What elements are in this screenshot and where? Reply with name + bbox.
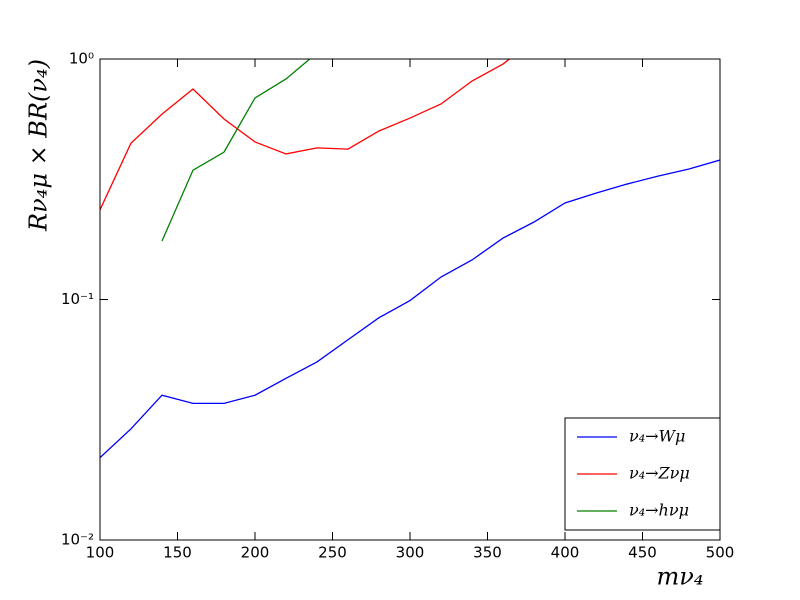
x-tick-label: 200 [241,544,270,562]
x-tick-label: 350 [473,544,502,562]
legend-label: ν₄→hνμ [629,501,689,520]
x-tick-label: 400 [551,544,580,562]
x-tick-label: 450 [628,544,657,562]
x-tick-label: 250 [318,544,347,562]
x-tick-label: 100 [86,544,115,562]
legend-label: ν₄→Zνμ [629,464,690,483]
x-tick-label: 500 [706,544,735,562]
data-line [100,159,720,459]
legend-label: ν₄→Wμ [629,427,685,446]
plot-lines [100,59,720,459]
y-tick-label: 10⁰ [69,50,94,68]
y-tick-label: 10⁻¹ [61,290,94,308]
data-line [100,59,511,211]
data-line [161,59,311,242]
x-tick-label: 300 [396,544,425,562]
y-tick-label: 10⁻² [61,531,94,549]
x-tick-label: 150 [163,544,192,562]
x-axis-label: mν₄ [657,563,704,591]
y-axis-label: Rν₄μ × BR(ν₄) [25,59,53,232]
